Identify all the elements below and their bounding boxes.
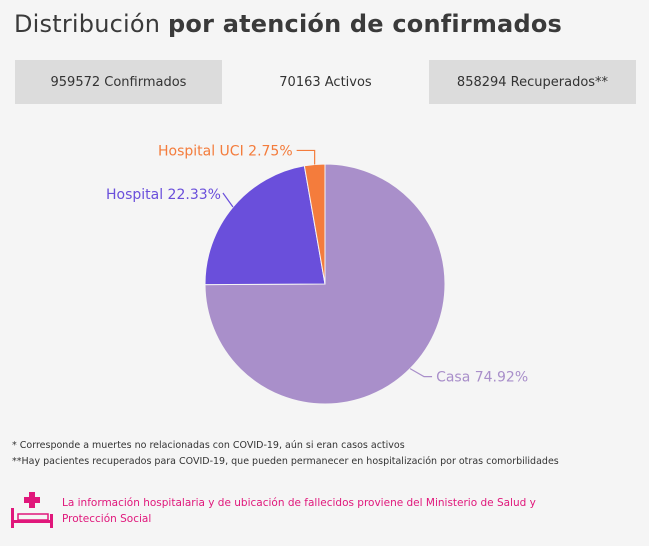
hospital-bed-icon	[11, 492, 53, 528]
source-text: La información hospitalaria y de ubicaci…	[62, 495, 602, 527]
slice-label-2: Hospital UCI 2.75%	[158, 143, 293, 159]
title-bold: por atención de confirmados	[168, 10, 562, 38]
tab-activos[interactable]: 70163 Activos	[222, 60, 429, 104]
title-regular: Distribución	[14, 10, 161, 38]
tab-confirmados[interactable]: 959572 Confirmados	[15, 60, 222, 104]
pie-slice-1[interactable]	[204, 165, 326, 286]
page-title: Distribución por atención de confirmados	[14, 10, 562, 38]
source-footer: La información hospitalaria y de ubicaci…	[10, 490, 630, 534]
slice-label-0: Casa 74.92%	[436, 370, 528, 386]
slice-label-1: Hospital 22.33%	[106, 187, 221, 203]
footnote-2: **Hay pacientes recuperados para COVID-1…	[12, 456, 559, 467]
footnote-1: * Corresponde a muertes no relacionadas …	[12, 440, 405, 451]
tab-bar: 959572 Confirmados 70163 Activos 858294 …	[15, 60, 636, 104]
tab-recuperados[interactable]: 858294 Recuperados**	[429, 60, 636, 104]
source-line-1: La información hospitalaria y de ubicaci…	[62, 497, 536, 509]
leader-line-1	[222, 192, 234, 208]
leader-line-2	[296, 149, 316, 165]
footnotes: * Corresponde a muertes no relacionadas …	[12, 438, 559, 470]
pie-chart: Casa 74.92% Hospital 22.33% Hospital UCI 2…	[106, 143, 528, 405]
leader-line-0	[409, 368, 433, 378]
source-line-2: Protección Social	[62, 513, 152, 525]
